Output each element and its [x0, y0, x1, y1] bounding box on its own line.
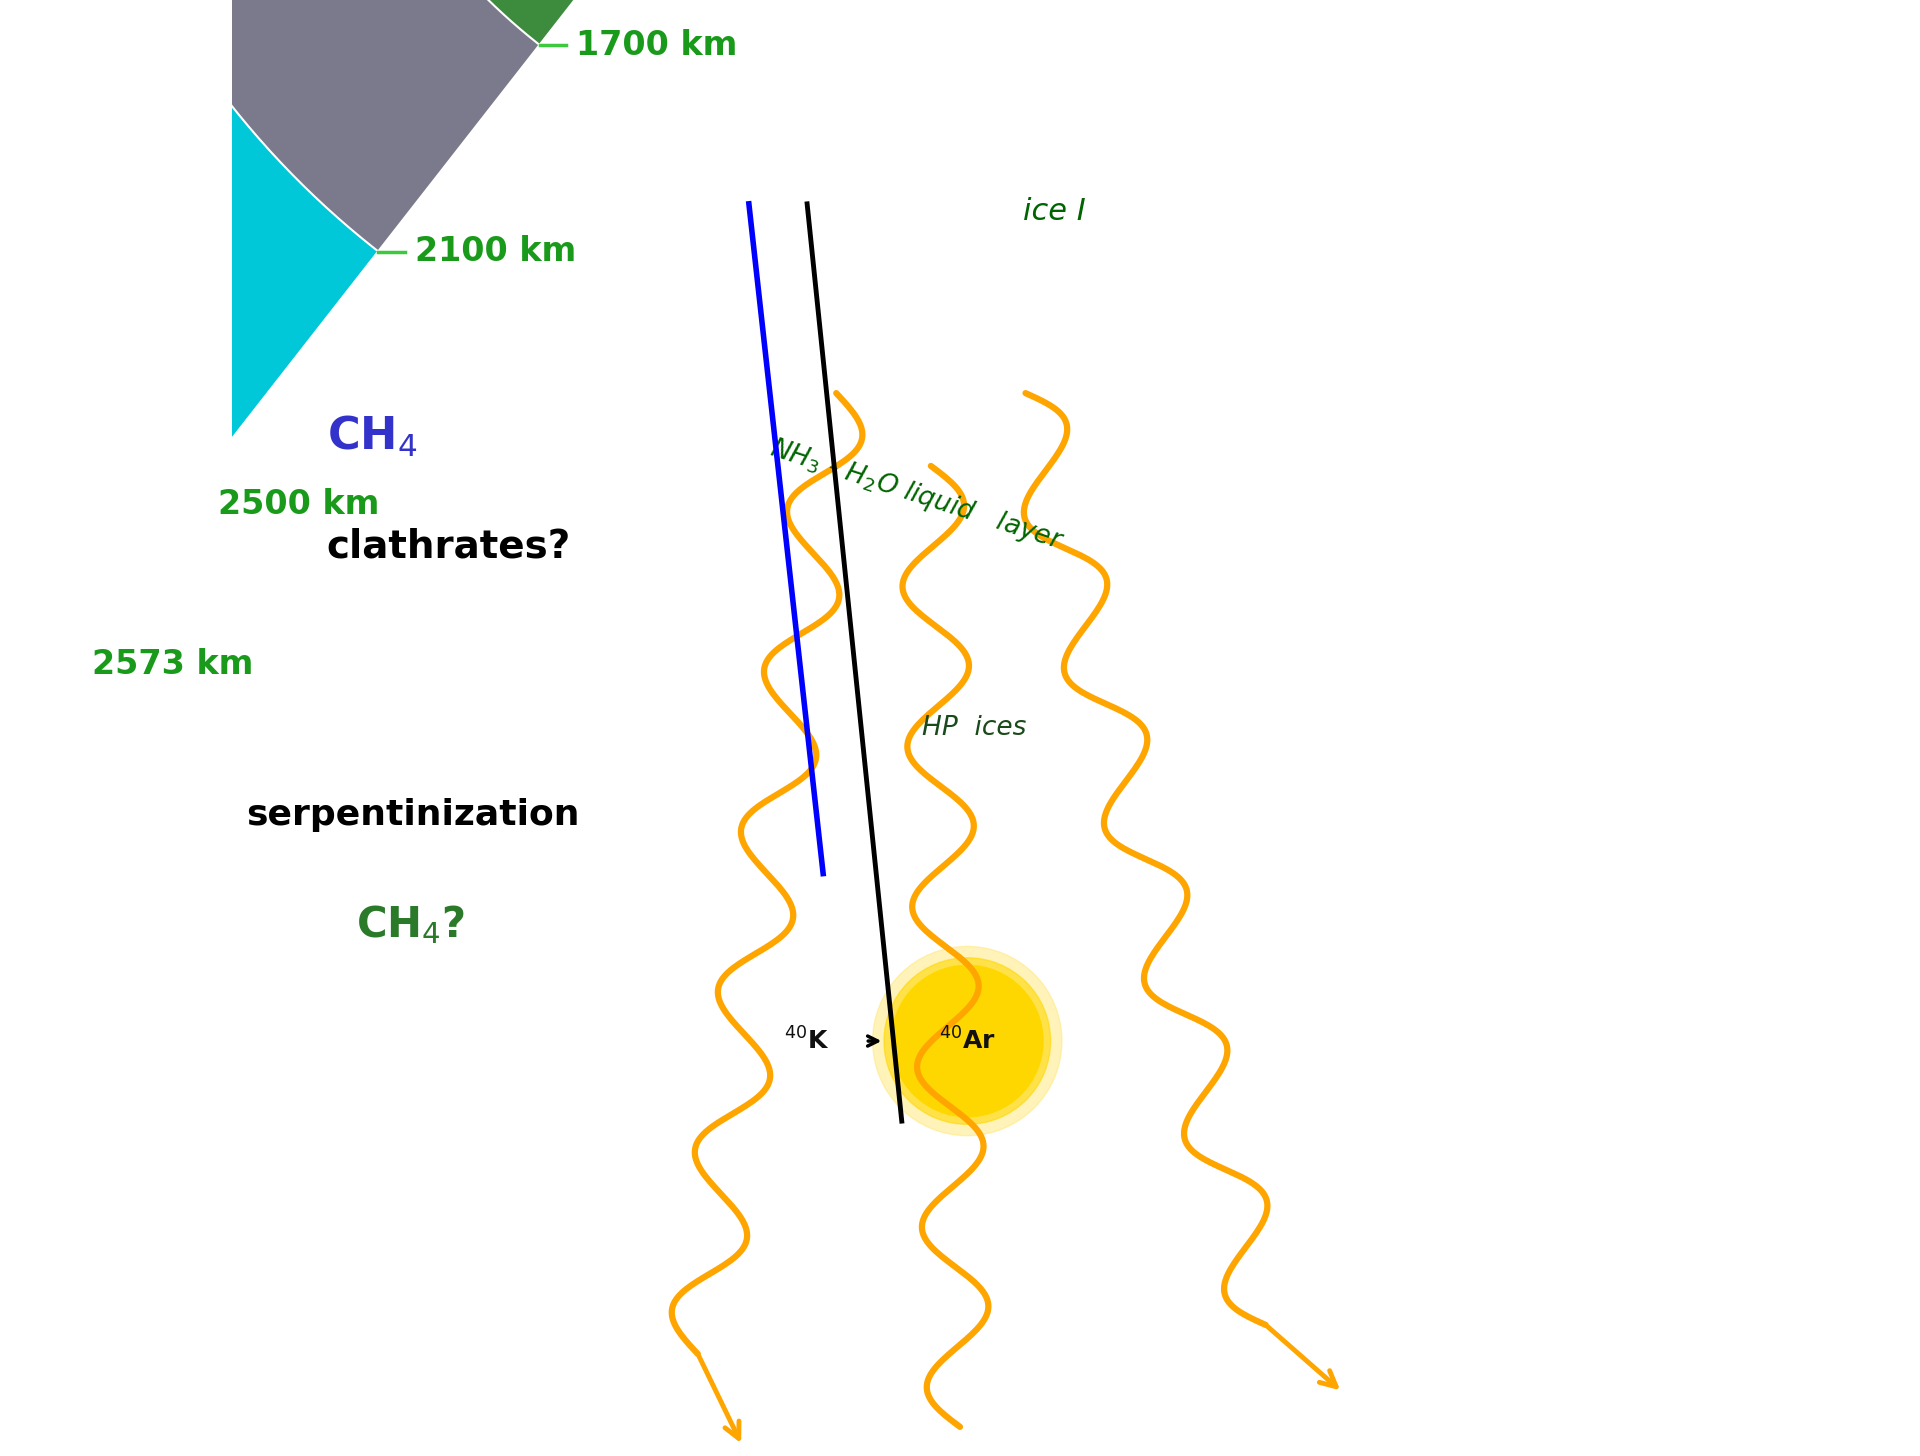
Text: 2573 km: 2573 km [92, 648, 253, 681]
Text: 1700 km: 1700 km [576, 29, 737, 61]
Text: HP  ices: HP ices [922, 715, 1027, 741]
Text: 2100 km: 2100 km [415, 234, 576, 268]
Text: ice I: ice I [1023, 197, 1087, 226]
Text: $^{40}$Ar: $^{40}$Ar [939, 1028, 996, 1054]
Circle shape [891, 965, 1043, 1117]
Text: 2500 km: 2500 km [217, 488, 378, 521]
Text: clathrates?: clathrates? [326, 527, 570, 565]
Text: CH$_4$?: CH$_4$? [355, 903, 465, 946]
Polygon shape [0, 0, 180, 664]
Text: CH$_4$: CH$_4$ [326, 414, 417, 460]
Polygon shape [305, 0, 916, 45]
Circle shape [872, 946, 1062, 1136]
Polygon shape [0, 0, 378, 504]
Polygon shape [42, 0, 540, 252]
Text: serpentinization: serpentinization [246, 798, 580, 833]
Text: $^{40}$K: $^{40}$K [785, 1028, 829, 1054]
Circle shape [883, 958, 1050, 1124]
Text: NH$_3$ - H$_2$O liquid   layer: NH$_3$ - H$_2$O liquid layer [766, 434, 1068, 556]
